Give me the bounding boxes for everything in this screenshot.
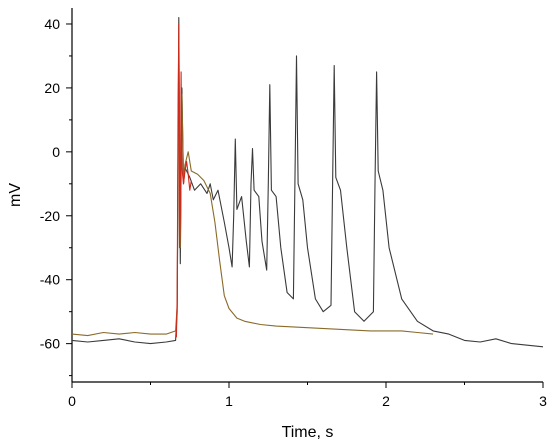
y-tick-label: 40 <box>44 16 60 32</box>
x-tick-label: 0 <box>68 393 76 409</box>
x-tick-label: 1 <box>225 393 233 409</box>
y-tick-label: 0 <box>52 144 60 160</box>
series-line-2 <box>71 39 434 337</box>
chart-axes: 0 1 2 3 -60 -40 -20 0 20 40 <box>40 8 547 409</box>
chart-traces <box>71 17 544 348</box>
y-axis-label: mV <box>7 183 24 207</box>
y-tick-label: -40 <box>40 272 60 288</box>
y-tick-label: 20 <box>44 80 60 96</box>
series-line-3 <box>175 23 192 338</box>
series-line-1 <box>71 17 544 348</box>
x-axis-label: Time, s <box>282 424 334 441</box>
y-tick-label: -60 <box>40 336 60 352</box>
y-tick-label: -20 <box>40 208 60 224</box>
x-tick-label: 3 <box>539 393 547 409</box>
x-tick-label: 2 <box>382 393 390 409</box>
